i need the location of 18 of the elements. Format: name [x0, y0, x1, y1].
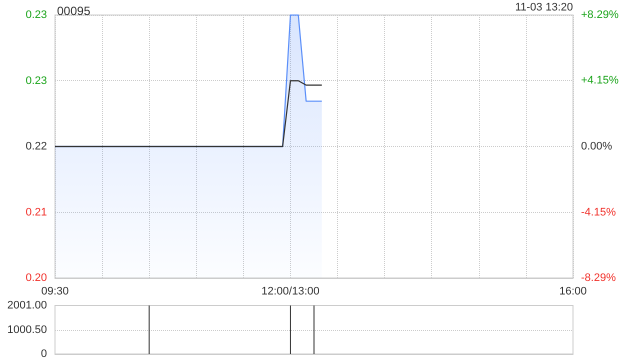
y-tick-label: 0.22 [26, 140, 47, 152]
y-tick-label: 0 [40, 348, 47, 360]
y2-tick-label: -8.29% [581, 272, 616, 284]
y-tick-label: 0.21 [26, 206, 47, 218]
y2-tick-label: 0.00% [581, 140, 612, 152]
y2-tick-label: +8.29% [581, 9, 619, 21]
y-tick-label: 0.20 [26, 272, 47, 284]
chart-title: 00095 [57, 4, 91, 18]
y2-tick-label: -4.15% [581, 206, 616, 218]
y2-tick-label: +4.15% [581, 74, 619, 87]
x-tick-label: 16:00 [559, 286, 587, 298]
x-tick-label: 09:30 [41, 286, 69, 298]
text: 11-03 13:20 [515, 2, 574, 14]
y-tick-label: 2001.00 [7, 300, 47, 312]
y-tick-label: 1000.50 [7, 324, 47, 336]
y-tick-label: 0.23 [26, 9, 47, 21]
y-tick-label: 0.23 [26, 74, 47, 87]
x-tick-label: 12:00/13:00 [261, 286, 320, 298]
